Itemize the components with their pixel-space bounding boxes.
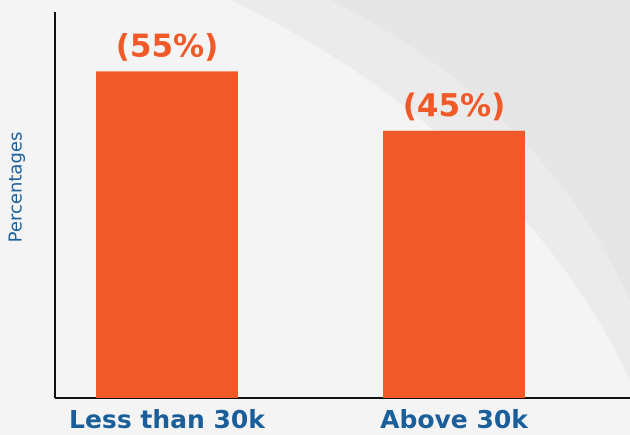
data-label-0: (55%) (116, 28, 219, 64)
bar-0 (96, 71, 238, 398)
data-label-1: (45%) (403, 88, 506, 124)
y-axis-label: Percentages (5, 131, 27, 243)
bar-1 (383, 130, 525, 398)
category-label-1: Above 30k (380, 405, 529, 434)
category-label-0: Less than 30k (69, 405, 266, 434)
